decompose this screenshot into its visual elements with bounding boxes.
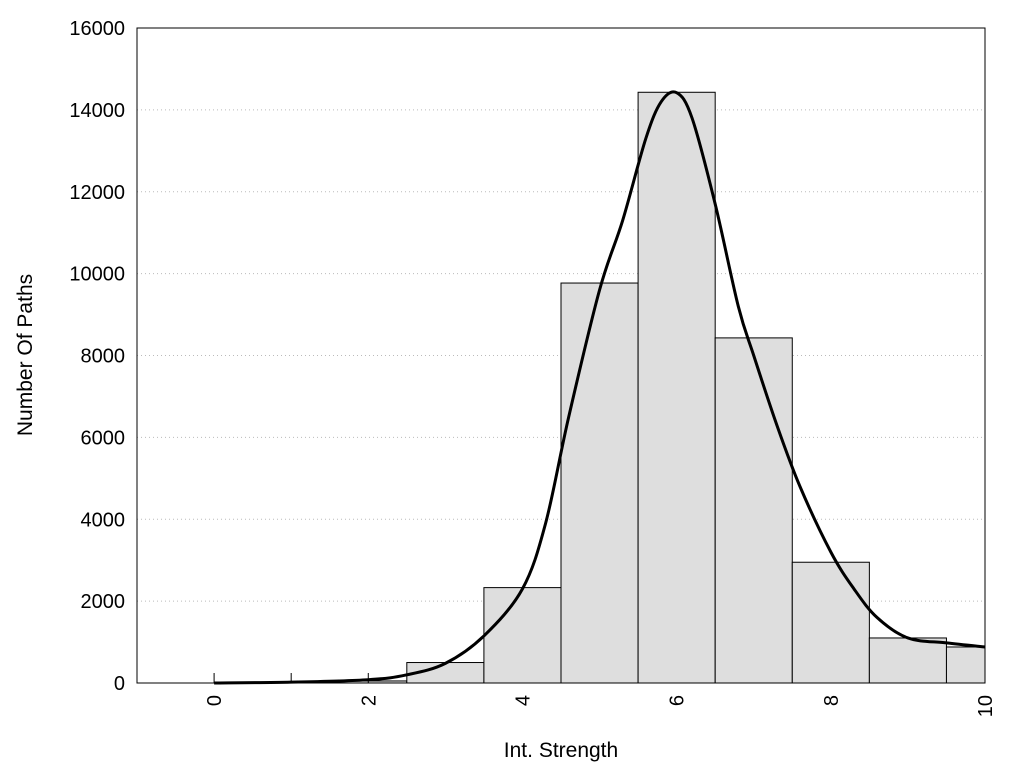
x-tick-labels: 0 2 4 6 8 10: [204, 695, 997, 717]
y-tick-label: 16000: [69, 18, 125, 40]
histogram-bar: [561, 283, 638, 683]
histogram-bar: [484, 588, 561, 683]
y-tick-label: 10000: [69, 264, 125, 286]
y-tick-label: 14000: [69, 100, 125, 122]
bars: [253, 92, 985, 683]
y-tick-label: 4000: [81, 509, 126, 531]
x-tick-label: 6: [667, 695, 689, 706]
histogram-bar: [638, 92, 715, 683]
histogram-bar: [869, 638, 946, 683]
y-tick-label: 6000: [81, 427, 126, 449]
x-tick-label: 10: [975, 695, 997, 717]
histogram-bar: [946, 647, 985, 683]
y-tick-label: 12000: [69, 182, 125, 204]
y-axis-label: Number Of Paths: [14, 274, 37, 436]
y-tick-label: 2000: [81, 591, 126, 613]
x-tick-label: 4: [512, 695, 534, 706]
histogram-bar: [715, 338, 792, 683]
y-tick-label: 8000: [81, 346, 126, 368]
y-tick-labels: 0 2000 4000 6000 8000 10000 12000 14000 16000: [69, 18, 125, 695]
x-tick-label: 8: [821, 695, 843, 706]
y-tick-label: 0: [114, 673, 125, 695]
histogram-bar: [792, 562, 869, 683]
x-tick-label: 0: [204, 695, 226, 706]
x-tick-label: 2: [358, 695, 380, 706]
x-axis-label: Int. Strength: [504, 739, 618, 762]
